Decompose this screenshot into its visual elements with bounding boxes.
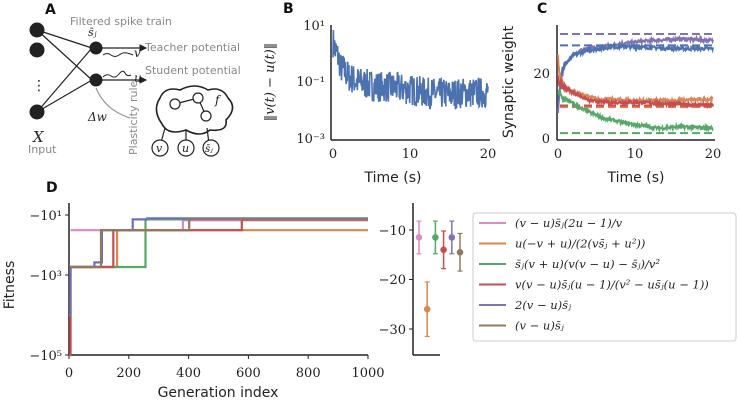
panel-d-x-tick: 400 bbox=[176, 366, 201, 381]
panel-b-error-trace bbox=[332, 29, 489, 110]
panel-d-x-tick: 1000 bbox=[351, 366, 384, 381]
panel-b-x-tick: 0 bbox=[329, 147, 337, 162]
panel-d-chart: D Generation index Fitness −10¹ −10³ −10… bbox=[2, 180, 385, 401]
legend-label-4: 2(v − u)s̄ⱼ bbox=[514, 298, 572, 312]
node-v: v bbox=[156, 142, 163, 155]
input-symbol: X bbox=[32, 128, 45, 146]
inset-y-tick: −30 bbox=[379, 323, 406, 338]
v-output-label: v bbox=[134, 46, 141, 60]
panel-c-x-tick: 20 bbox=[705, 147, 722, 162]
panel-d-fitness-trace-5 bbox=[70, 218, 368, 269]
panel-d-x-tick: 200 bbox=[116, 366, 141, 381]
inset-y-tick: −10 bbox=[379, 224, 406, 239]
legend-label-1: u(−v + u)/(2(vs̄ⱼ + u²)) bbox=[515, 237, 645, 251]
inset-y-tick: −20 bbox=[379, 273, 406, 288]
panel-d-x-label: Generation index bbox=[158, 385, 279, 401]
inset-mean-point-3 bbox=[440, 246, 447, 254]
panel-d-error-chart: −10 −20 −30 (v − u)s̄ⱼ(2u − 1)/v u(−v + u… bbox=[379, 203, 737, 356]
panel-d-fitness-trace-2 bbox=[70, 218, 368, 269]
panel-c-x-tick: 10 bbox=[627, 147, 644, 162]
ellipsis-dots: ⋮ bbox=[32, 78, 46, 94]
panel-b-y-tick: 10⁻³ bbox=[296, 132, 325, 147]
node-s-bar: s̄ⱼ bbox=[205, 144, 213, 155]
panel-d-y-label: Fitness bbox=[2, 261, 18, 310]
panel-label-a: A bbox=[45, 2, 56, 18]
panel-c-y-label: Synaptic weight bbox=[501, 25, 517, 138]
panel-c-y-tick: 20 bbox=[533, 67, 550, 82]
panel-d-y-tick: −10³ bbox=[29, 269, 62, 284]
plasticity-rule-label: Plasticity rule bbox=[127, 80, 140, 155]
panel-label-d: D bbox=[46, 180, 58, 196]
panel-c-chart: C Time (s) Synaptic weight 0 10 20 0 20 bbox=[501, 1, 721, 186]
legend-label-2: s̄ⱼ(v + u)(v(v − u) − s̄ⱼ)/v² bbox=[515, 257, 660, 271]
panel-d-y-tick: −10⁵ bbox=[29, 349, 62, 364]
panel-c-weight-trace-1 bbox=[557, 41, 714, 103]
panel-b-y-tick: 10⁻¹ bbox=[296, 75, 325, 90]
panel-d-y-tick: −10¹ bbox=[29, 209, 62, 224]
filtered-spike-train-label: Filtered spike train bbox=[70, 15, 172, 28]
panel-c-x-tick: 0 bbox=[554, 147, 562, 162]
panel-d-x-tick: 600 bbox=[236, 366, 261, 381]
panel-d-fitness-trace-0 bbox=[70, 219, 368, 232]
panel-d-x-tick: 0 bbox=[65, 366, 73, 381]
panel-d-x-tick: 800 bbox=[296, 366, 321, 381]
panel-c-x-label: Time (s) bbox=[607, 170, 665, 186]
student-potential-label: Student potential bbox=[145, 64, 241, 77]
panel-b-x-tick: 20 bbox=[480, 147, 497, 162]
input-label: Input bbox=[28, 143, 57, 156]
inset-mean-point-5 bbox=[456, 248, 464, 256]
inset-mean-point-4 bbox=[448, 234, 456, 241]
u-output-label: u bbox=[134, 71, 142, 85]
legend-label-5: (v − u)s̄ⱼ bbox=[515, 319, 565, 333]
panel-b-x-tick: 10 bbox=[402, 147, 419, 162]
panel-c-y-tick: 0 bbox=[542, 132, 550, 147]
inset-mean-point-1 bbox=[423, 305, 431, 313]
panel-d-fitness-trace-3 bbox=[69, 218, 368, 357]
inset-mean-point-2 bbox=[432, 234, 439, 241]
network-neurons bbox=[29, 22, 148, 120]
panel-c-weight-trace-2 bbox=[557, 54, 714, 107]
legend-label-0: (v − u)s̄ⱼ(2u − 1)/v bbox=[515, 216, 623, 230]
panel-label-c: C bbox=[537, 1, 547, 17]
inset-mean-point-0 bbox=[415, 234, 423, 241]
delta-w-label: Δw bbox=[87, 110, 108, 124]
panel-c-weight-trace-4 bbox=[557, 88, 714, 134]
function-f-label: f bbox=[214, 93, 222, 107]
s-bar-label: s̄ⱼ bbox=[88, 26, 97, 39]
panel-a-schematic: A Filtered spike train Teacher potential… bbox=[28, 2, 241, 157]
panel-label-b: B bbox=[283, 1, 294, 17]
panel-b-y-tick: 10¹ bbox=[303, 19, 325, 34]
panel-b-chart: B Time (s) ‖v(t) − u(t)‖ 0 10 20 10¹ 10⁻… bbox=[263, 1, 496, 186]
teacher-potential-label: Teacher potential bbox=[144, 41, 240, 54]
legend bbox=[472, 212, 737, 342]
legend-label-3: v(v − u)s̄ⱼ(u − 1)/(v² − us̄ⱼ(u − 1)) bbox=[515, 278, 709, 292]
panel-b-x-label: Time (s) bbox=[364, 170, 422, 186]
panel-c-weight-trace-3 bbox=[557, 75, 714, 110]
panel-b-y-label: ‖v(t) − u(t)‖ bbox=[263, 43, 278, 122]
node-u: u bbox=[182, 142, 189, 155]
